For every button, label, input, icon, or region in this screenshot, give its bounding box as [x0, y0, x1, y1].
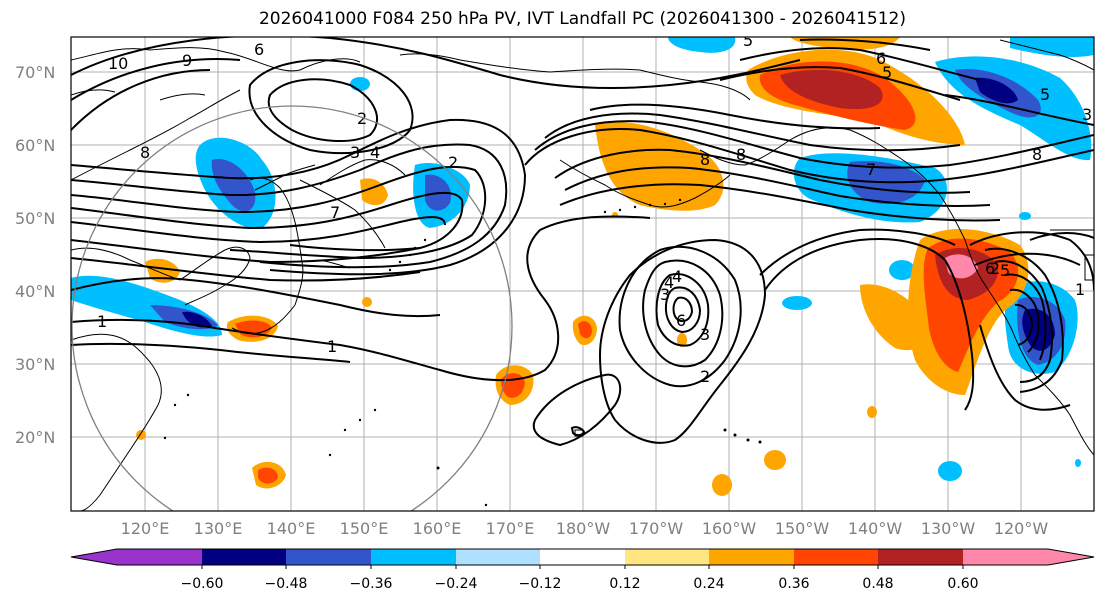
contour-label: 4: [664, 273, 674, 292]
colorbar-segment: [371, 549, 456, 565]
contour-label: 4: [672, 267, 682, 286]
contour-label: 2: [357, 109, 367, 128]
contour-label: 2: [448, 153, 458, 172]
contour-label: 1: [1075, 280, 1085, 299]
colorbar-tick-label: −0.12: [519, 576, 562, 592]
colorbar-segment: [625, 549, 709, 565]
contour-label: 3: [1082, 105, 1092, 124]
contour-label: 6: [985, 259, 995, 278]
lat-label: 60°N: [15, 136, 55, 155]
lon-label: 140°W: [848, 519, 903, 538]
colorbar-outline: [70, 548, 1095, 566]
lat-label: 30°N: [15, 355, 55, 374]
colorbar-tick-label: −0.24: [435, 576, 478, 592]
contour-labels: 10 9 8 8 6 5 5 6 5 2 3 4 7 8 8 7 6 5 4 3…: [97, 31, 1092, 386]
map-title: 2026041000 F084 250 hPa PV, IVT Landfall…: [258, 9, 906, 29]
contour-label: 3: [660, 285, 670, 304]
colorbar-tick-labels: −0.60 −0.48 −0.36 −0.24 −0.12 0.12 0.24 …: [181, 576, 979, 592]
longitude-labels: 120°E 130°E 140°E 150°E 160°E 170°E 180°…: [121, 519, 1049, 538]
pv-contours: [71, 37, 1094, 447]
colorbar-segment: [709, 549, 794, 565]
lon-label: 180°W: [556, 519, 611, 538]
lon-label: 170°W: [629, 519, 684, 538]
contour-label: 6: [876, 49, 886, 68]
lon-label: 160°E: [413, 519, 462, 538]
contour-label: 1: [97, 312, 107, 331]
contour-label: 3: [700, 325, 710, 344]
colorbar: [70, 548, 1095, 569]
colorbar-tick-label: 0.24: [693, 576, 724, 592]
contour-label: 2: [990, 259, 1000, 278]
lon-label: 170°E: [486, 519, 535, 538]
colorbar-tick-label: 0.48: [862, 576, 893, 592]
contour-label: 8: [736, 145, 746, 164]
lat-label: 20°N: [15, 428, 55, 447]
colorbar-segment: [286, 549, 371, 565]
latitude-labels: 70°N 60°N 50°N 40°N 30°N 20°N: [15, 63, 55, 447]
lon-label: 120°E: [121, 519, 170, 538]
colorbar-tick-label: 0.12: [609, 576, 640, 592]
contour-label: 5: [882, 63, 892, 82]
colorbar-segment: [963, 549, 1094, 565]
lon-label: 120°W: [994, 519, 1049, 538]
contour-label: 5: [1040, 85, 1050, 104]
colorbar-tick-label: −0.36: [350, 576, 393, 592]
reference-circle: [71, 105, 513, 511]
contour-label: 3: [350, 143, 360, 162]
lat-label: 50°N: [15, 209, 55, 228]
colorbar-segment: [878, 549, 963, 565]
contour-label: 6: [254, 40, 264, 59]
contour-label: 10: [108, 54, 128, 73]
contour-label: 7: [330, 203, 340, 222]
lon-label: 150°E: [340, 519, 389, 538]
contour-label: 7: [866, 160, 876, 179]
contour-label: 1: [327, 337, 337, 356]
coastlines: [71, 39, 1094, 511]
lon-label: 150°W: [775, 519, 830, 538]
colorbar-tick-label: −0.60: [181, 576, 224, 592]
contour-label: 2: [700, 367, 710, 386]
contour-label: 8: [140, 143, 150, 162]
lon-label: 160°W: [702, 519, 757, 538]
contour-label: 8: [1032, 145, 1042, 164]
lon-label: 130°E: [194, 519, 243, 538]
colorbar-segment: [540, 549, 625, 565]
lon-label: 140°E: [267, 519, 316, 538]
colorbar-segment: [456, 549, 540, 565]
contour-label: 5: [1000, 261, 1010, 280]
colorbar-segment: [71, 549, 202, 565]
colorbar-segment: [202, 549, 286, 565]
map-frame: [70, 36, 1095, 512]
lat-label: 70°N: [15, 63, 55, 82]
contour-label: 9: [182, 51, 192, 70]
contour-label: 4: [370, 143, 380, 162]
colorbar-segment: [794, 549, 878, 565]
contour-label: 6: [676, 311, 686, 330]
contour-label: 5: [743, 31, 753, 50]
lat-label: 40°N: [15, 282, 55, 301]
contour-label: 8: [700, 150, 710, 169]
colorbar-tick-label: 0.60: [947, 576, 978, 592]
ivt-positive-shading: [136, 37, 1029, 496]
colorbar-tick-label: 0.36: [778, 576, 809, 592]
colorbar-tick-label: −0.48: [265, 576, 308, 592]
lon-label: 130°W: [921, 519, 976, 538]
